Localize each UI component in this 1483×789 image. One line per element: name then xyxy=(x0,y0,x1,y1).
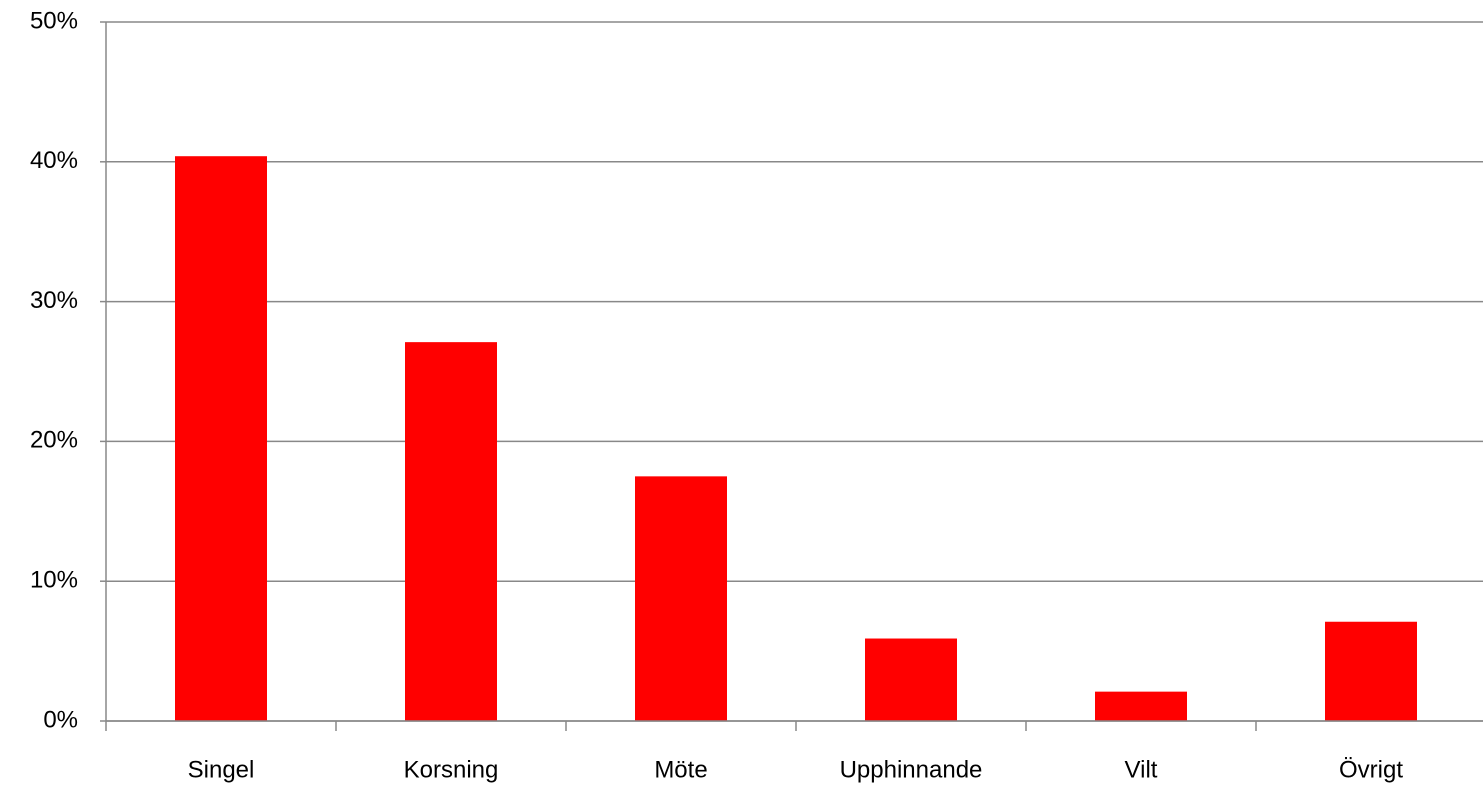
bar xyxy=(405,342,497,721)
bar xyxy=(1095,691,1187,721)
x-tick-label: Vilt xyxy=(1125,756,1158,783)
y-tick-label: 30% xyxy=(30,287,78,314)
y-tick-label: 40% xyxy=(30,147,78,174)
x-tick-label: Övrigt xyxy=(1339,756,1403,783)
y-tick-label: 20% xyxy=(30,427,78,454)
y-tick-label: 10% xyxy=(30,567,78,594)
bar xyxy=(1325,621,1417,721)
x-tick-label: Korsning xyxy=(404,756,499,783)
x-tick-label: Singel xyxy=(188,756,255,783)
y-tick-label: 50% xyxy=(30,7,78,34)
y-tick-label: 0% xyxy=(43,706,78,733)
bar xyxy=(175,156,267,721)
bar xyxy=(635,476,727,721)
x-tick-label: Upphinnande xyxy=(840,756,983,783)
x-tick-label: Möte xyxy=(654,756,707,783)
bar xyxy=(865,638,957,721)
